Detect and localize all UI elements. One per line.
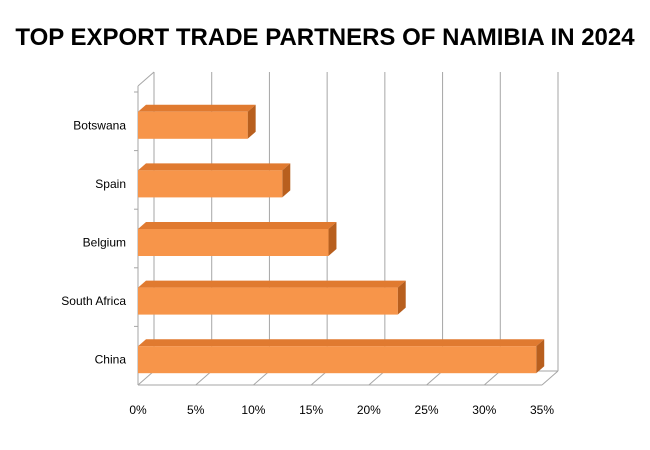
y-tick-label: Spain (95, 177, 126, 191)
floor-depth-line (137, 370, 155, 386)
x-tick-label: 5% (187, 403, 205, 417)
bar-top-face (138, 222, 337, 229)
x-tick-label: 30% (472, 403, 496, 417)
bar-end-face (536, 339, 545, 374)
x-tick-label: 10% (241, 403, 265, 417)
floor-depth-line (195, 370, 213, 386)
y-tick-label: Belgium (83, 236, 126, 250)
y-tick-label: China (95, 353, 127, 367)
y-tick-label: South Africa (61, 294, 126, 308)
bar (138, 111, 248, 139)
floor-depth-line (541, 370, 559, 386)
y-tick-label: Botswana (73, 118, 126, 132)
x-tick-label: 25% (415, 403, 439, 417)
chart-title: TOP EXPORT TRADE PARTNERS OF NAMIBIA IN … (15, 24, 635, 51)
x-tick-label: 35% (530, 403, 554, 417)
bar-end-face (397, 280, 406, 315)
floor-depth-line (310, 370, 328, 386)
bar (138, 346, 537, 374)
bar-end-face (247, 104, 256, 139)
x-tick-label: 0% (129, 403, 147, 417)
floor-depth-line (253, 370, 270, 386)
bar-top-face (138, 339, 545, 347)
bar (138, 170, 283, 198)
bar-top-face (138, 163, 291, 171)
x-tick-label: 15% (299, 403, 323, 417)
bar (138, 229, 329, 256)
bar-top-face (138, 280, 406, 288)
bar-end-face (328, 222, 337, 256)
bar-end-face (282, 163, 291, 198)
floor-depth-line (483, 370, 501, 386)
bar-top-face (138, 104, 256, 112)
x-tick-label: 20% (357, 403, 381, 417)
left-wall-top-edge (137, 71, 155, 87)
floor-depth-line (368, 370, 386, 386)
bar (138, 287, 398, 315)
floor-depth-line (426, 370, 443, 386)
